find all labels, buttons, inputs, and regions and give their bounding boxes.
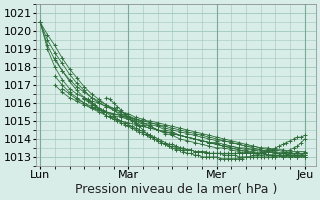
X-axis label: Pression niveau de la mer( hPa ): Pression niveau de la mer( hPa ): [75, 183, 277, 196]
